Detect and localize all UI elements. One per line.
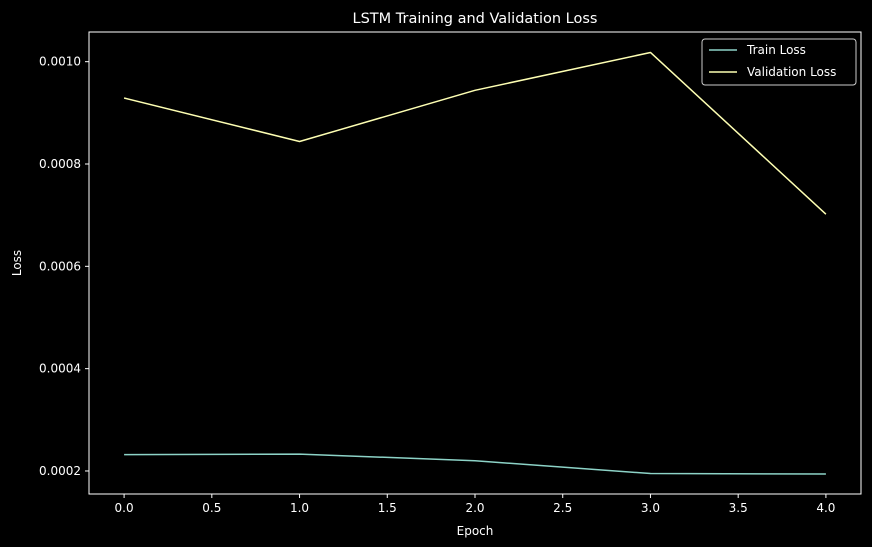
y-axis-ticks: 0.0002 0.0004 0.0006 0.0008 0.0010 bbox=[39, 55, 89, 478]
x-tick-label: 0.5 bbox=[202, 501, 221, 515]
y-axis-label: Loss bbox=[10, 250, 24, 276]
x-tick-label: 0.0 bbox=[115, 501, 134, 515]
chart-title: LSTM Training and Validation Loss bbox=[353, 11, 598, 27]
x-tick-label: 1.5 bbox=[378, 501, 397, 515]
x-tick-label: 3.5 bbox=[729, 501, 748, 515]
y-tick-label: 0.0010 bbox=[39, 55, 81, 69]
plot-area: 0.0 0.5 1.0 1.5 2.0 2.5 3.0 3.5 4.0 0.0002 0.0004… bbox=[39, 31, 862, 515]
series-layer bbox=[123, 51, 827, 475]
x-tick-label: 1.0 bbox=[290, 501, 309, 515]
x-tick-label: 4.0 bbox=[816, 501, 835, 515]
x-tick-label: 3.0 bbox=[641, 501, 660, 515]
series-line-validation-loss bbox=[123, 51, 827, 215]
y-tick-label: 0.0004 bbox=[39, 362, 81, 376]
series-line-train-loss bbox=[124, 453, 826, 475]
x-axis-ticks: 0.0 0.5 1.0 1.5 2.0 2.5 3.0 3.5 4.0 bbox=[115, 494, 835, 515]
legend: Train Loss Validation Loss bbox=[701, 38, 857, 86]
legend-label-validation-loss: Validation Loss bbox=[747, 65, 836, 79]
legend-label-train-loss: Train Loss bbox=[746, 43, 806, 57]
y-tick-label: 0.0008 bbox=[39, 157, 81, 171]
x-axis-label: Epoch bbox=[457, 524, 494, 538]
legend-box bbox=[701, 38, 857, 86]
x-tick-label: 2.5 bbox=[553, 501, 572, 515]
y-tick-label: 0.0002 bbox=[39, 464, 81, 478]
x-tick-label: 2.0 bbox=[465, 501, 484, 515]
y-tick-label: 0.0006 bbox=[39, 259, 81, 273]
